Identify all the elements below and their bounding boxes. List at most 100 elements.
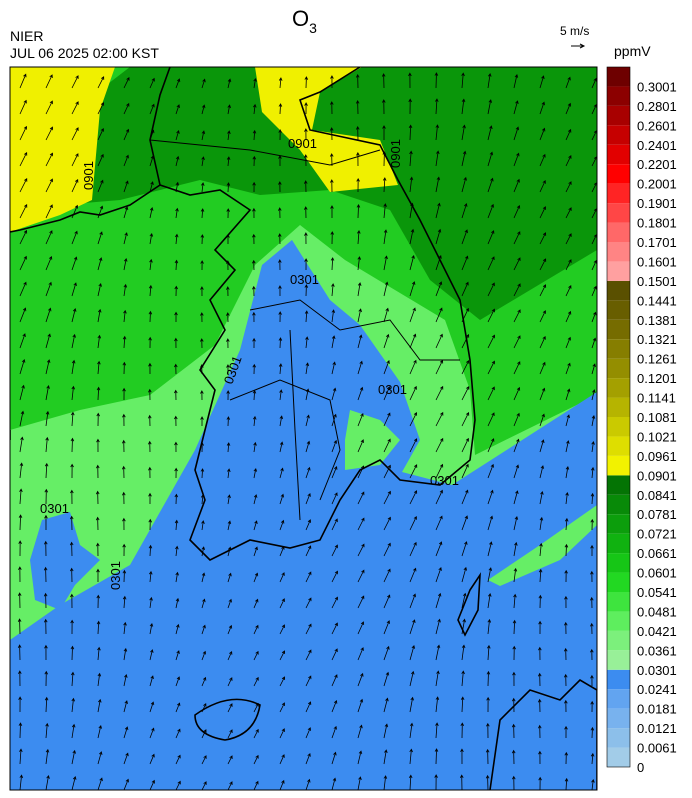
- wind-arrow: [45, 722, 49, 739]
- wind-arrow: [148, 466, 152, 479]
- colorbar-label: 0.1021: [637, 429, 677, 444]
- wind-arrow: [97, 76, 105, 89]
- wind-arrow: [435, 150, 440, 167]
- colorbar-box: [607, 553, 630, 573]
- wind-arrow: [383, 697, 389, 713]
- wind-arrow: [252, 129, 257, 141]
- coastline: [10, 67, 171, 233]
- wind-arrow: [45, 281, 52, 297]
- colorbar-box: [607, 669, 630, 690]
- wind-arrow: [331, 309, 336, 323]
- wind-arrow: [331, 648, 338, 661]
- colorbar-label: 0.1801: [637, 216, 677, 231]
- wind-arrow: [19, 99, 27, 115]
- colorbar-label: 0.1501: [637, 274, 677, 289]
- wind-arrow: [487, 438, 495, 453]
- wind-arrow: [330, 101, 334, 115]
- wind-arrow: [149, 181, 154, 193]
- wind-arrow: [226, 312, 230, 323]
- wind-arrow: [201, 755, 207, 765]
- colorbar-box: [607, 339, 630, 359]
- wind-arrow: [357, 256, 362, 271]
- wind-arrow: [19, 307, 27, 323]
- wind-arrow: [382, 151, 387, 167]
- wind-arrow: [590, 570, 594, 583]
- wind-arrow: [435, 281, 443, 297]
- wind-arrow: [45, 307, 52, 323]
- wind-arrow: [123, 700, 128, 713]
- wind-arrow: [97, 231, 103, 245]
- wind-arrow: [461, 566, 468, 583]
- wind-arrow: [331, 751, 337, 765]
- wind-arrow: [538, 620, 542, 635]
- title-main: O: [292, 6, 309, 31]
- wind-arrow: [279, 519, 285, 531]
- wind-arrow: [564, 517, 569, 531]
- wind-arrow: [461, 307, 469, 323]
- wind-arrow: [45, 178, 53, 193]
- wind-arrow: [201, 104, 206, 115]
- wind-arrow: [512, 671, 516, 687]
- wind-arrow: [539, 465, 545, 479]
- wind-arrow: [461, 386, 470, 401]
- colorbar-box: [607, 105, 630, 126]
- wind-arrow: [487, 360, 495, 375]
- wind-arrow: [45, 748, 50, 765]
- wind-arrow: [71, 282, 77, 297]
- wind-arrow: [252, 207, 256, 219]
- wind-arrow: [252, 415, 257, 427]
- wind-arrow: [434, 774, 438, 790]
- wind-arrow: [71, 256, 78, 271]
- wind-arrow: [122, 595, 127, 609]
- wind-arrow: [123, 778, 129, 790]
- wind-arrow: [201, 624, 206, 635]
- wind-arrow: [305, 440, 311, 453]
- wind-arrow: [45, 385, 50, 401]
- wind-arrow: [17, 644, 22, 661]
- wind-arrow: [564, 725, 568, 739]
- wind-arrow: [19, 774, 24, 790]
- wind-arrow: [123, 102, 130, 115]
- border: [149, 139, 381, 166]
- colorbar-box: [607, 417, 630, 437]
- field-light-green: [488, 505, 597, 586]
- wind-arrow: [331, 492, 338, 505]
- colorbar-label: 0.1141: [637, 391, 676, 406]
- wind-arrow: [408, 98, 412, 115]
- wind-arrow: [70, 645, 75, 661]
- wind-arrow: [19, 255, 27, 271]
- colorbar-box: [607, 300, 630, 320]
- wind-arrow: [383, 360, 390, 375]
- colorbar-box: [607, 67, 630, 87]
- wind-arrow: [305, 414, 310, 427]
- wind-arrow: [18, 514, 23, 531]
- wind-arrow: [123, 309, 127, 323]
- wind-arrow: [149, 727, 155, 739]
- wind-arrow: [357, 724, 363, 739]
- wind-arrow: [71, 308, 77, 323]
- wind-arrow: [19, 281, 27, 297]
- wind-arrow: [45, 100, 53, 115]
- wind-arrow: [409, 254, 415, 271]
- wind-arrow: [487, 489, 494, 505]
- wind-arrow: [539, 258, 547, 271]
- wind-arrow: [69, 515, 74, 531]
- wind-arrow: [511, 749, 516, 765]
- wind-arrow: [303, 180, 308, 193]
- wind-arrow: [149, 753, 155, 765]
- wind-arrow: [45, 359, 51, 375]
- wind-arrow: [175, 181, 180, 193]
- wind-arrow: [19, 333, 26, 349]
- wind-arrow: [149, 258, 153, 271]
- wind-arrow: [331, 596, 338, 609]
- wind-arrow: [278, 259, 282, 271]
- wind-arrow: [18, 670, 22, 687]
- wind-arrow: [590, 466, 595, 479]
- wind-arrow: [305, 336, 309, 349]
- wind-arrow: [461, 437, 469, 453]
- wind-arrow: [565, 362, 571, 375]
- wind-arrow: [382, 125, 386, 141]
- wind-arrow: [278, 103, 283, 115]
- wind-arrow: [537, 672, 542, 687]
